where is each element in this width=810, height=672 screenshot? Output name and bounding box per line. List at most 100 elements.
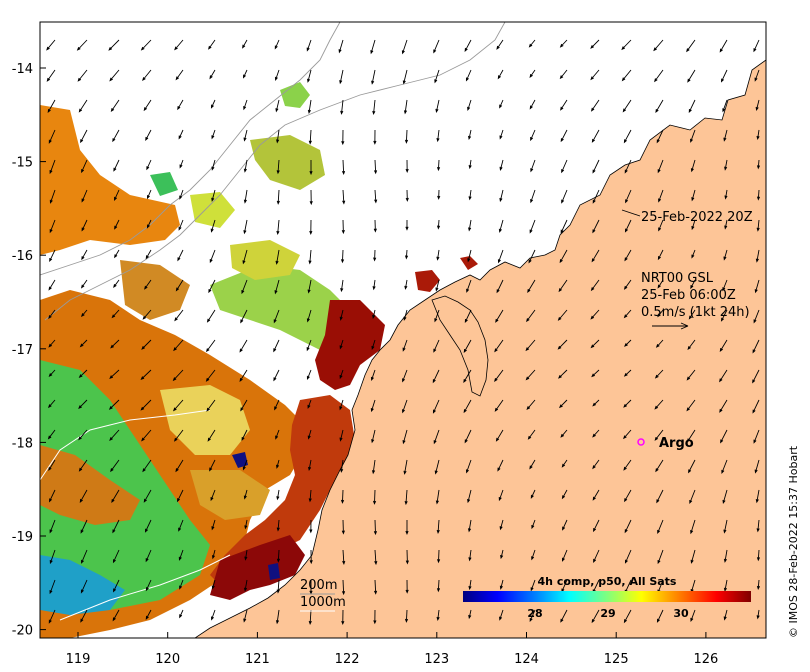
current-arrow — [494, 399, 504, 412]
current-arrow — [113, 579, 120, 593]
current-arrow — [722, 99, 728, 113]
current-arrow — [374, 549, 378, 566]
current-arrow — [240, 309, 248, 324]
current-arrow — [655, 99, 664, 114]
current-arrow — [49, 549, 56, 565]
current-arrow — [435, 489, 440, 505]
current-arrow — [752, 369, 760, 384]
current-arrow — [49, 189, 56, 204]
current-arrow — [497, 459, 504, 472]
current-arrow — [754, 69, 760, 82]
current-arrow — [624, 519, 632, 534]
lat-axis: -14 -15 -16 -17 -18 -19 -20 — [12, 62, 46, 639]
current-arrow — [723, 579, 728, 592]
current-arrow — [592, 429, 600, 438]
current-arrow — [530, 489, 536, 499]
current-arrow — [624, 249, 632, 262]
lon-tick-label: 122 — [335, 652, 360, 667]
isobath-1000-label: 1000m — [300, 595, 346, 610]
current-arrow — [373, 129, 377, 145]
current-arrow — [79, 489, 88, 503]
current-arrow — [499, 519, 504, 531]
current-arrow — [624, 339, 632, 347]
current-arrow — [494, 369, 504, 382]
current-arrow — [370, 399, 376, 413]
current-arrow — [654, 399, 664, 410]
current-arrow — [373, 219, 377, 233]
current-arrow — [209, 69, 216, 80]
colorbar-title: 4h comp, p50, All Sats — [538, 575, 677, 588]
current-arrow — [753, 309, 760, 324]
current-arrow — [719, 369, 728, 383]
current-arrow — [308, 249, 312, 265]
current-arrow — [179, 189, 184, 200]
current-arrow — [528, 249, 536, 264]
current-arrow — [78, 429, 88, 441]
current-arrow — [656, 489, 664, 504]
current-arrow — [497, 69, 504, 80]
current-arrow — [402, 339, 408, 352]
current-arrow — [211, 159, 216, 171]
current-arrow — [178, 519, 184, 532]
current-arrow — [140, 399, 152, 411]
current-arrow — [405, 219, 409, 231]
current-arrow — [207, 429, 216, 442]
current-arrow — [140, 369, 152, 381]
current-arrow — [78, 99, 88, 113]
current-arrow — [590, 39, 600, 49]
current-arrow — [243, 159, 248, 173]
current-arrow — [178, 129, 184, 140]
current-arrow — [108, 399, 120, 410]
current-arrow — [623, 459, 632, 471]
current-arrow — [499, 159, 504, 171]
current-arrow — [241, 279, 248, 295]
current-arrow — [719, 339, 728, 353]
current-arrow — [144, 519, 152, 533]
current-arrow — [273, 309, 280, 324]
current-arrow — [720, 309, 728, 322]
current-arrow — [276, 459, 280, 469]
current-arrow — [145, 549, 152, 563]
current-arrow — [720, 429, 728, 444]
current-arrow — [275, 249, 280, 265]
current-arrow — [373, 519, 377, 536]
current-arrow — [688, 309, 696, 320]
current-arrow — [81, 249, 88, 261]
current-arrow — [465, 69, 472, 82]
current-arrow — [210, 99, 216, 109]
current-arrow — [275, 429, 280, 440]
current-arrow — [308, 459, 312, 472]
current-arrow — [657, 519, 664, 535]
current-arrow — [111, 489, 120, 504]
current-arrow — [371, 429, 376, 444]
current-arrow — [405, 579, 409, 594]
current-arrow — [559, 249, 568, 264]
current-arrow — [436, 519, 440, 535]
current-arrow — [690, 609, 696, 622]
lat-tick-label: -15 — [12, 156, 33, 171]
lat-tick-label: -20 — [12, 624, 33, 639]
current-arrow — [723, 549, 728, 563]
current-arrow — [340, 459, 344, 473]
current-arrow — [560, 129, 568, 143]
current-arrow — [754, 459, 760, 474]
current-arrow — [657, 549, 664, 565]
current-arrow — [80, 309, 88, 318]
current-arrow — [142, 309, 152, 320]
current-arrow — [309, 219, 313, 235]
current-arrow — [497, 249, 504, 264]
argo-label: Argo — [659, 436, 694, 451]
plot-frame — [39, 21, 767, 639]
current-arrow — [560, 99, 568, 111]
current-arrow — [405, 549, 409, 565]
current-arrow — [561, 459, 568, 468]
current-arrow — [436, 219, 441, 230]
current-arrow — [309, 549, 313, 565]
current-arrow — [464, 309, 472, 324]
current-arrow — [494, 339, 504, 353]
current-arrow — [276, 219, 280, 236]
current-arrow — [654, 69, 664, 83]
current-arrow — [403, 459, 408, 475]
map-plot-area: Argo 25-Feb-2022 20Z NRT00 GSL 25-Feb 06… — [40, 22, 766, 638]
current-arrow — [142, 69, 152, 82]
